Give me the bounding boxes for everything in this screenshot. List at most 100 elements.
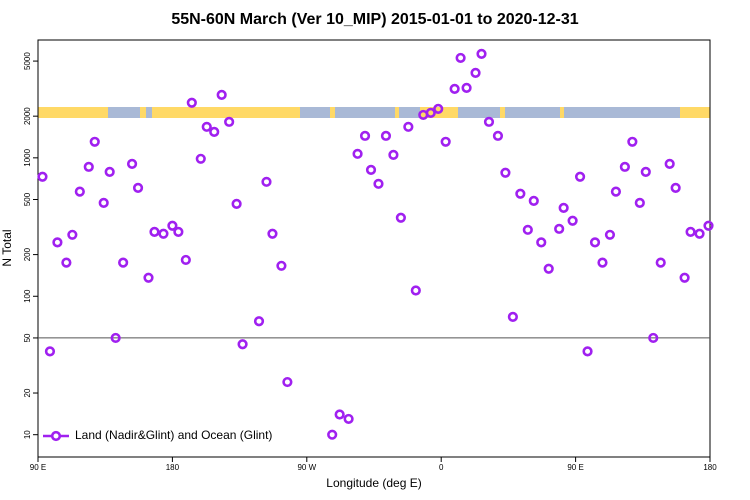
y-tick-label: 500 [23, 192, 32, 206]
scatter-point [180, 254, 191, 266]
scatter-point [536, 237, 547, 248]
scatter-point [640, 166, 651, 177]
x-tick-label: 180 [703, 463, 717, 472]
scatter-point [237, 339, 248, 350]
scatter-point [110, 332, 121, 344]
scatter-point [558, 202, 569, 213]
chart-title: 55N-60N March (Ver 10_MIP) 2015-01-01 to… [171, 11, 578, 28]
scatter-point [515, 188, 526, 199]
scatter-point [388, 149, 399, 160]
scatter-point [433, 103, 444, 114]
scatter-point [440, 136, 451, 147]
x-tick-label: 90 E [30, 463, 46, 472]
scatter-point [195, 153, 206, 164]
legend-marker [50, 430, 62, 442]
x-tick-label: 90 E [567, 463, 583, 472]
band-land [108, 107, 152, 118]
scatter-point [483, 116, 495, 127]
scatter-point [425, 107, 436, 118]
y-tick-label: 1000 [23, 148, 32, 166]
scatter-point [267, 228, 278, 239]
scatter-point [365, 164, 377, 175]
scatter-point [67, 229, 78, 240]
scatter-point [403, 121, 414, 132]
scatter-point [589, 237, 601, 248]
y-tick-label: 50 [23, 333, 32, 342]
scatter-point [149, 226, 160, 237]
y-tick-label: 5000 [23, 52, 32, 70]
scatter-point [209, 126, 220, 137]
scatter-point [567, 215, 578, 226]
legend-label: Land (Nadir&Glint) and Ocean (Glint) [75, 428, 272, 442]
y-axis-label: N Total [0, 229, 14, 266]
band-land [300, 107, 420, 118]
scatter-point [449, 83, 460, 94]
scatter-point [261, 176, 272, 187]
scatter-point [44, 346, 56, 357]
x-tick-label: 90 W [297, 463, 316, 472]
band-land [458, 107, 680, 118]
scatter-point [604, 229, 616, 240]
x-tick-label: 0 [439, 463, 444, 472]
scatter-point [143, 272, 154, 283]
scatter-point [670, 182, 681, 193]
scatter-point [679, 272, 690, 283]
scatter-point [455, 52, 466, 64]
band-ocean [330, 107, 335, 118]
scatter-point [359, 130, 371, 141]
scatter-point [224, 116, 235, 127]
scatter-point [132, 182, 144, 193]
scatter-point [476, 48, 487, 59]
scatter-point [500, 167, 511, 178]
land-ocean-band [38, 107, 710, 118]
scatter-point [492, 130, 504, 141]
scatter-point [543, 263, 554, 274]
scatter-point [619, 161, 630, 172]
scatter-point [655, 257, 666, 268]
scatter-point [253, 316, 265, 327]
scatter-point [610, 186, 622, 197]
band-ocean [560, 107, 564, 118]
scatter-point [61, 257, 72, 268]
y-tick-label: 100 [23, 289, 32, 303]
scatter-point [380, 130, 392, 141]
scatter-point [37, 171, 48, 182]
scatter-point [334, 409, 345, 420]
scatter-point [634, 197, 645, 208]
scatter-point [201, 121, 212, 132]
scatter-point [74, 186, 85, 197]
scatter-point [703, 220, 714, 231]
scatter-point [597, 257, 608, 268]
scatter-point [98, 197, 109, 208]
scatter-point [118, 257, 129, 268]
x-tick-label: 180 [166, 463, 180, 472]
scatter-point [648, 332, 659, 344]
y-tick-label: 200 [23, 247, 32, 261]
scatter-point [522, 224, 533, 235]
y-tick-label: 20 [23, 388, 32, 397]
scatter-point [664, 158, 675, 169]
scatter-point [395, 212, 406, 223]
scatter-point [554, 223, 565, 234]
scatter-point [231, 198, 242, 209]
scatter-point [126, 158, 138, 169]
scatter-point [282, 376, 293, 388]
scatter-point [167, 220, 178, 231]
scatter-point [685, 226, 696, 237]
scatter-point [216, 89, 227, 100]
scatter-point [104, 166, 115, 177]
scatter-point [574, 171, 586, 182]
band-ocean [500, 107, 505, 118]
scatter-point [528, 195, 539, 206]
scatter-point [627, 136, 638, 147]
plot-frame [37, 39, 711, 458]
scatter-point [186, 97, 197, 108]
scatter-point [83, 161, 94, 172]
scatter-point [470, 67, 481, 78]
y-tick-label: 10 [23, 430, 32, 439]
band-ocean [140, 107, 146, 118]
scatter-point [410, 285, 421, 296]
scatter-point [158, 228, 169, 239]
scatter-point [461, 82, 472, 94]
